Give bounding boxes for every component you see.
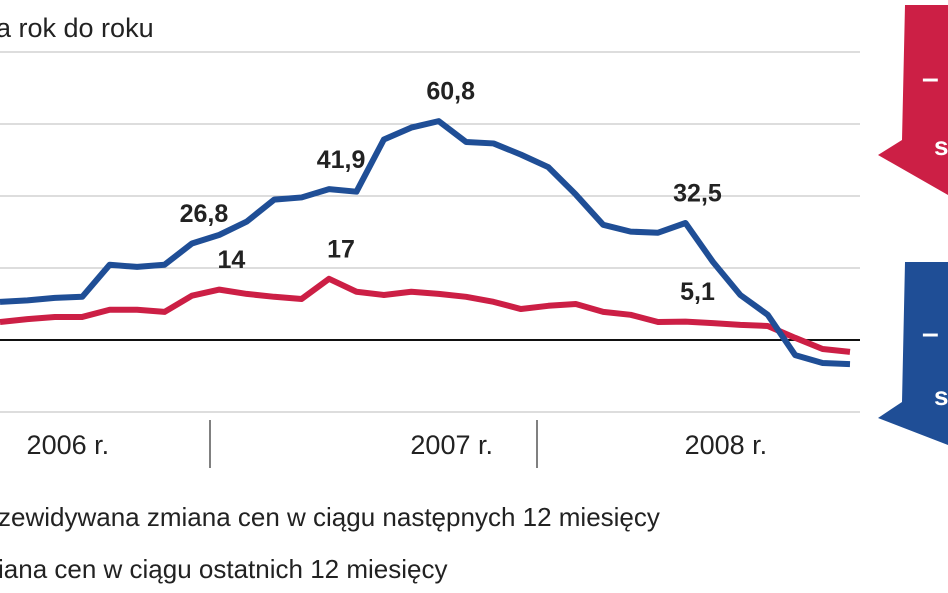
series-line	[0, 118, 851, 368]
value-label: 26,8	[180, 200, 229, 228]
arrow-text: s	[934, 131, 948, 161]
series-line	[0, 275, 851, 355]
value-label: 32,5	[673, 180, 722, 208]
value-label: 60,8	[426, 78, 475, 106]
legend-label: zewidywana zmiana cen w ciągu następnych…	[0, 502, 660, 532]
value-label: 41,9	[317, 146, 366, 174]
value-label: 5,1	[680, 278, 715, 306]
blue-arrow	[878, 262, 948, 445]
value-label: 14	[217, 246, 245, 274]
legend-label: iana cen w ciągu ostatnich 12 miesięcy	[0, 554, 447, 584]
red-arrow	[878, 5, 948, 195]
x-tick-label: 2006 r.	[27, 430, 110, 460]
value-label: 17	[327, 235, 355, 263]
chart-subtitle: a rok do roku	[0, 13, 154, 43]
arrow-text: –	[922, 317, 939, 350]
arrow-text: s	[934, 381, 948, 411]
arrow-text: –	[922, 62, 939, 95]
x-tick-label: 2007 r.	[410, 430, 493, 460]
x-tick-label: 2008 r.	[685, 430, 768, 460]
